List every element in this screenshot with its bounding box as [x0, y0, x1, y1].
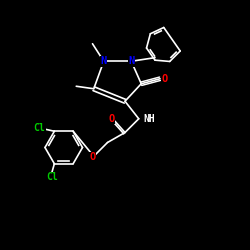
Text: O: O [90, 152, 96, 162]
Text: O: O [161, 74, 168, 84]
Text: Cl: Cl [46, 172, 58, 182]
Text: N: N [128, 56, 134, 66]
Text: Cl: Cl [34, 122, 45, 132]
Text: O: O [108, 114, 114, 124]
Text: NH: NH [143, 114, 155, 124]
Text: N: N [100, 56, 107, 66]
